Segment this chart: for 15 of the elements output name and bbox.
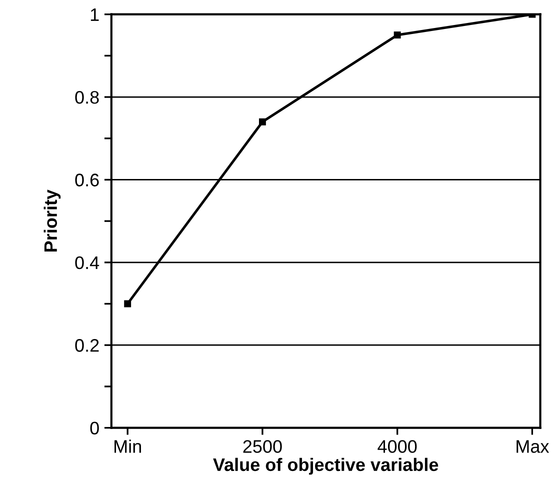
y-axis-title: Priority	[44, 190, 61, 252]
y-tick-label: 0.2	[75, 339, 99, 352]
x-tick-label: Max	[516, 440, 550, 453]
y-tick-label: 0	[90, 422, 99, 435]
y-tick-label: 0.4	[75, 256, 100, 270]
y-tick-label: 1	[90, 8, 99, 21]
x-tick-label: Min	[114, 440, 141, 453]
point	[394, 32, 401, 38]
x-tick-label: 4000	[378, 440, 417, 453]
x-axis-title: Value of objective variable	[213, 458, 438, 475]
x-tick-label: 2500	[243, 440, 282, 453]
point	[258, 118, 266, 126]
y-tick-label: 0.8	[75, 90, 99, 104]
y-tick-label: 0.6	[75, 174, 99, 186]
point	[124, 300, 132, 308]
